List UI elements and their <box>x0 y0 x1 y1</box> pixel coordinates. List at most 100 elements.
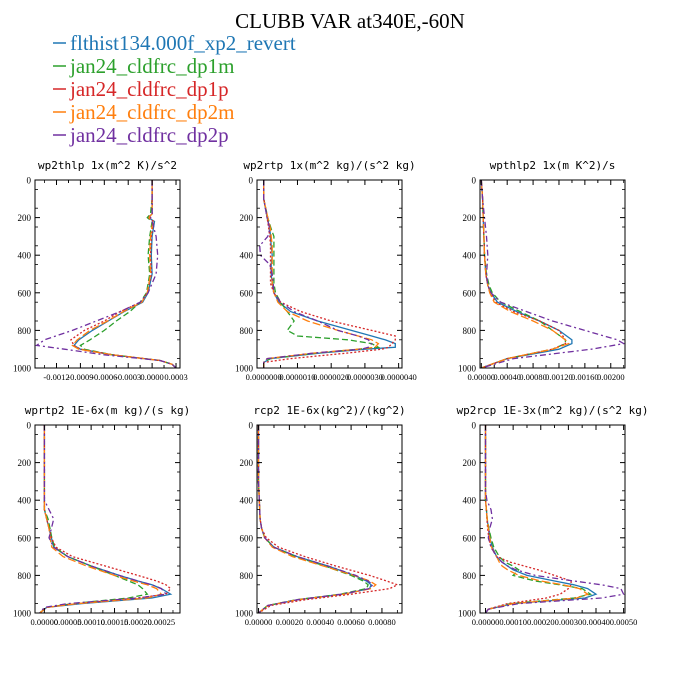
x-tick-label: 0.00000 <box>467 372 495 382</box>
legend-entry: flthist134.000f_xp2_revert <box>70 31 296 55</box>
panel-title: wpthlp2 1x(m K^2)/s <box>490 159 616 172</box>
x-tick-label: 0.00080 <box>519 372 547 382</box>
legend-entry: jan24_cldfrc_dp2m <box>69 100 234 124</box>
series-line <box>484 425 625 613</box>
x-tick-label: 0.00025 <box>147 617 175 627</box>
panel-title: rcp2 1E-6x(kg^2)/(kg^2) <box>253 404 405 417</box>
y-tick-label: 600 <box>240 533 254 543</box>
y-tick-label: 0 <box>472 176 477 186</box>
y-tick-label: 400 <box>18 251 32 261</box>
x-tick-label: 0.0000040 <box>381 372 417 382</box>
series-line <box>480 180 573 368</box>
series-line <box>257 425 372 613</box>
x-tick-label: 0.00080 <box>368 617 396 627</box>
y-tick-label: 400 <box>240 496 254 506</box>
chart-panel: rcp2 1E-6x(kg^2)/(kg^2) 0 200 400 600 800 1000… <box>235 404 406 627</box>
y-tick-label: 200 <box>463 458 477 468</box>
plot-frame <box>256 424 403 614</box>
chart-panel: wp2rcp 1E-3x(m^2 kg)/(s^2 kg) 0 200 400 600 8… <box>456 404 648 627</box>
panel-title: wprtp2 1E-6x(m kg)/(s kg) <box>25 404 191 417</box>
y-tick-label: 400 <box>18 496 32 506</box>
y-tick-label: 800 <box>18 571 32 581</box>
series-line <box>79 180 177 368</box>
chart-panel: wpthlp2 1x(m K^2)/s020040060080010000.00… <box>458 159 626 382</box>
series-group <box>259 180 396 368</box>
y-tick-label: 200 <box>463 213 477 223</box>
legend-label: jan24_cldfrc_dp2m <box>69 100 234 124</box>
y-tick-label: 0 <box>27 176 32 186</box>
plot-frame <box>34 424 181 614</box>
y-tick-label: 800 <box>240 571 254 581</box>
series-line <box>484 425 598 613</box>
panel-title: wp2rcp 1E-3x(m^2 kg)/(s^2 kg) <box>456 404 648 417</box>
series-group <box>35 180 177 368</box>
series-group <box>480 180 625 368</box>
plot-frame <box>479 424 626 614</box>
x-tick-label: 0.00030 <box>555 617 583 627</box>
y-tick-label: 1000 <box>458 609 477 619</box>
panels: wp2thlp 1x(m^2 K)/s^2 0 200 400 600 800 1000 -0… <box>13 159 649 627</box>
series-line <box>263 180 396 368</box>
x-tick-label: -0.0012 <box>43 372 69 382</box>
x-tick-label: 0.00010 <box>77 617 105 627</box>
x-tick-label: 0.00040 <box>306 617 334 627</box>
x-tick-label: 0.00000 <box>472 617 500 627</box>
y-tick-label: 600 <box>463 533 477 543</box>
x-tick-label: 0.00060 <box>337 617 365 627</box>
y-tick-label: 1000 <box>458 364 477 374</box>
x-tick-label: 0.00020 <box>124 617 152 627</box>
y-tick-label: 0 <box>27 421 32 431</box>
series-line <box>484 425 590 613</box>
panel-title: wp2thlp 1x(m^2 K)/s^2 <box>38 159 177 172</box>
y-tick-label: 800 <box>463 571 477 581</box>
series-line <box>35 180 177 368</box>
x-tick-label: 0.0000000 <box>246 372 282 382</box>
figure-title: CLUBB VAR at340E,-60N <box>235 9 465 33</box>
x-tick-label: 0.0000 <box>140 372 163 382</box>
x-tick-label: 0.00040 <box>493 372 521 382</box>
x-tick-label: 0.0003 <box>164 372 187 382</box>
series-line <box>259 180 373 368</box>
y-tick-label: 0 <box>472 421 477 431</box>
legend-entry: jan24_cldfrc_dp1p <box>69 77 229 101</box>
legend-label: jan24_cldfrc_dp1p <box>69 77 229 101</box>
series-line <box>257 425 369 613</box>
x-tick-label: 0.00010 <box>499 617 527 627</box>
series-line <box>263 180 380 368</box>
x-tick-label: 0.0000030 <box>347 372 383 382</box>
legend-label: jan24_cldfrc_dp1m <box>69 54 234 78</box>
series-line <box>39 425 149 613</box>
chart-panel: wp2rtp 1x(m^2 kg)/(s^2 kg) 0 200 400 600 800 1… <box>235 159 417 382</box>
series-line <box>39 425 173 613</box>
legend-entry: jan24_cldfrc_dp1m <box>69 54 234 78</box>
x-tick-label: 0.00200 <box>597 372 625 382</box>
plot-frame <box>256 179 403 369</box>
y-tick-label: 200 <box>240 213 254 223</box>
series-line <box>70 180 177 368</box>
series-line <box>480 180 625 368</box>
y-tick-label: 200 <box>240 458 254 468</box>
x-tick-label: 0.00015 <box>101 617 129 627</box>
y-tick-label: 600 <box>240 288 254 298</box>
chart-panel: wp2thlp 1x(m^2 K)/s^2 0 200 400 600 800 1000 -0… <box>13 159 188 382</box>
y-tick-label: 800 <box>18 326 32 336</box>
series-group <box>484 425 625 613</box>
y-tick-label: 1000 <box>235 364 254 374</box>
x-tick-label: -0.0009 <box>67 372 93 382</box>
x-tick-label: 0.00005 <box>54 617 82 627</box>
x-tick-label: 0.00000 <box>31 617 59 627</box>
x-tick-label: 0.00040 <box>582 617 610 627</box>
y-tick-label: 600 <box>18 288 32 298</box>
chart-panel: wprtp2 1E-6x(m kg)/(s kg) 0 200 400 600 800 10… <box>13 404 190 627</box>
y-tick-label: 1000 <box>13 364 32 374</box>
y-tick-label: 800 <box>240 326 254 336</box>
series-line <box>39 425 163 613</box>
legend-label: jan24_cldfrc_dp2p <box>69 123 229 147</box>
x-tick-label: 0.00120 <box>545 372 573 382</box>
legend: flthist134.000f_xp2_revert jan24_cldfrc_… <box>53 31 296 147</box>
series-line <box>71 180 177 368</box>
y-tick-label: 600 <box>18 533 32 543</box>
series-line <box>257 425 377 613</box>
x-tick-label: -0.0006 <box>91 372 117 382</box>
